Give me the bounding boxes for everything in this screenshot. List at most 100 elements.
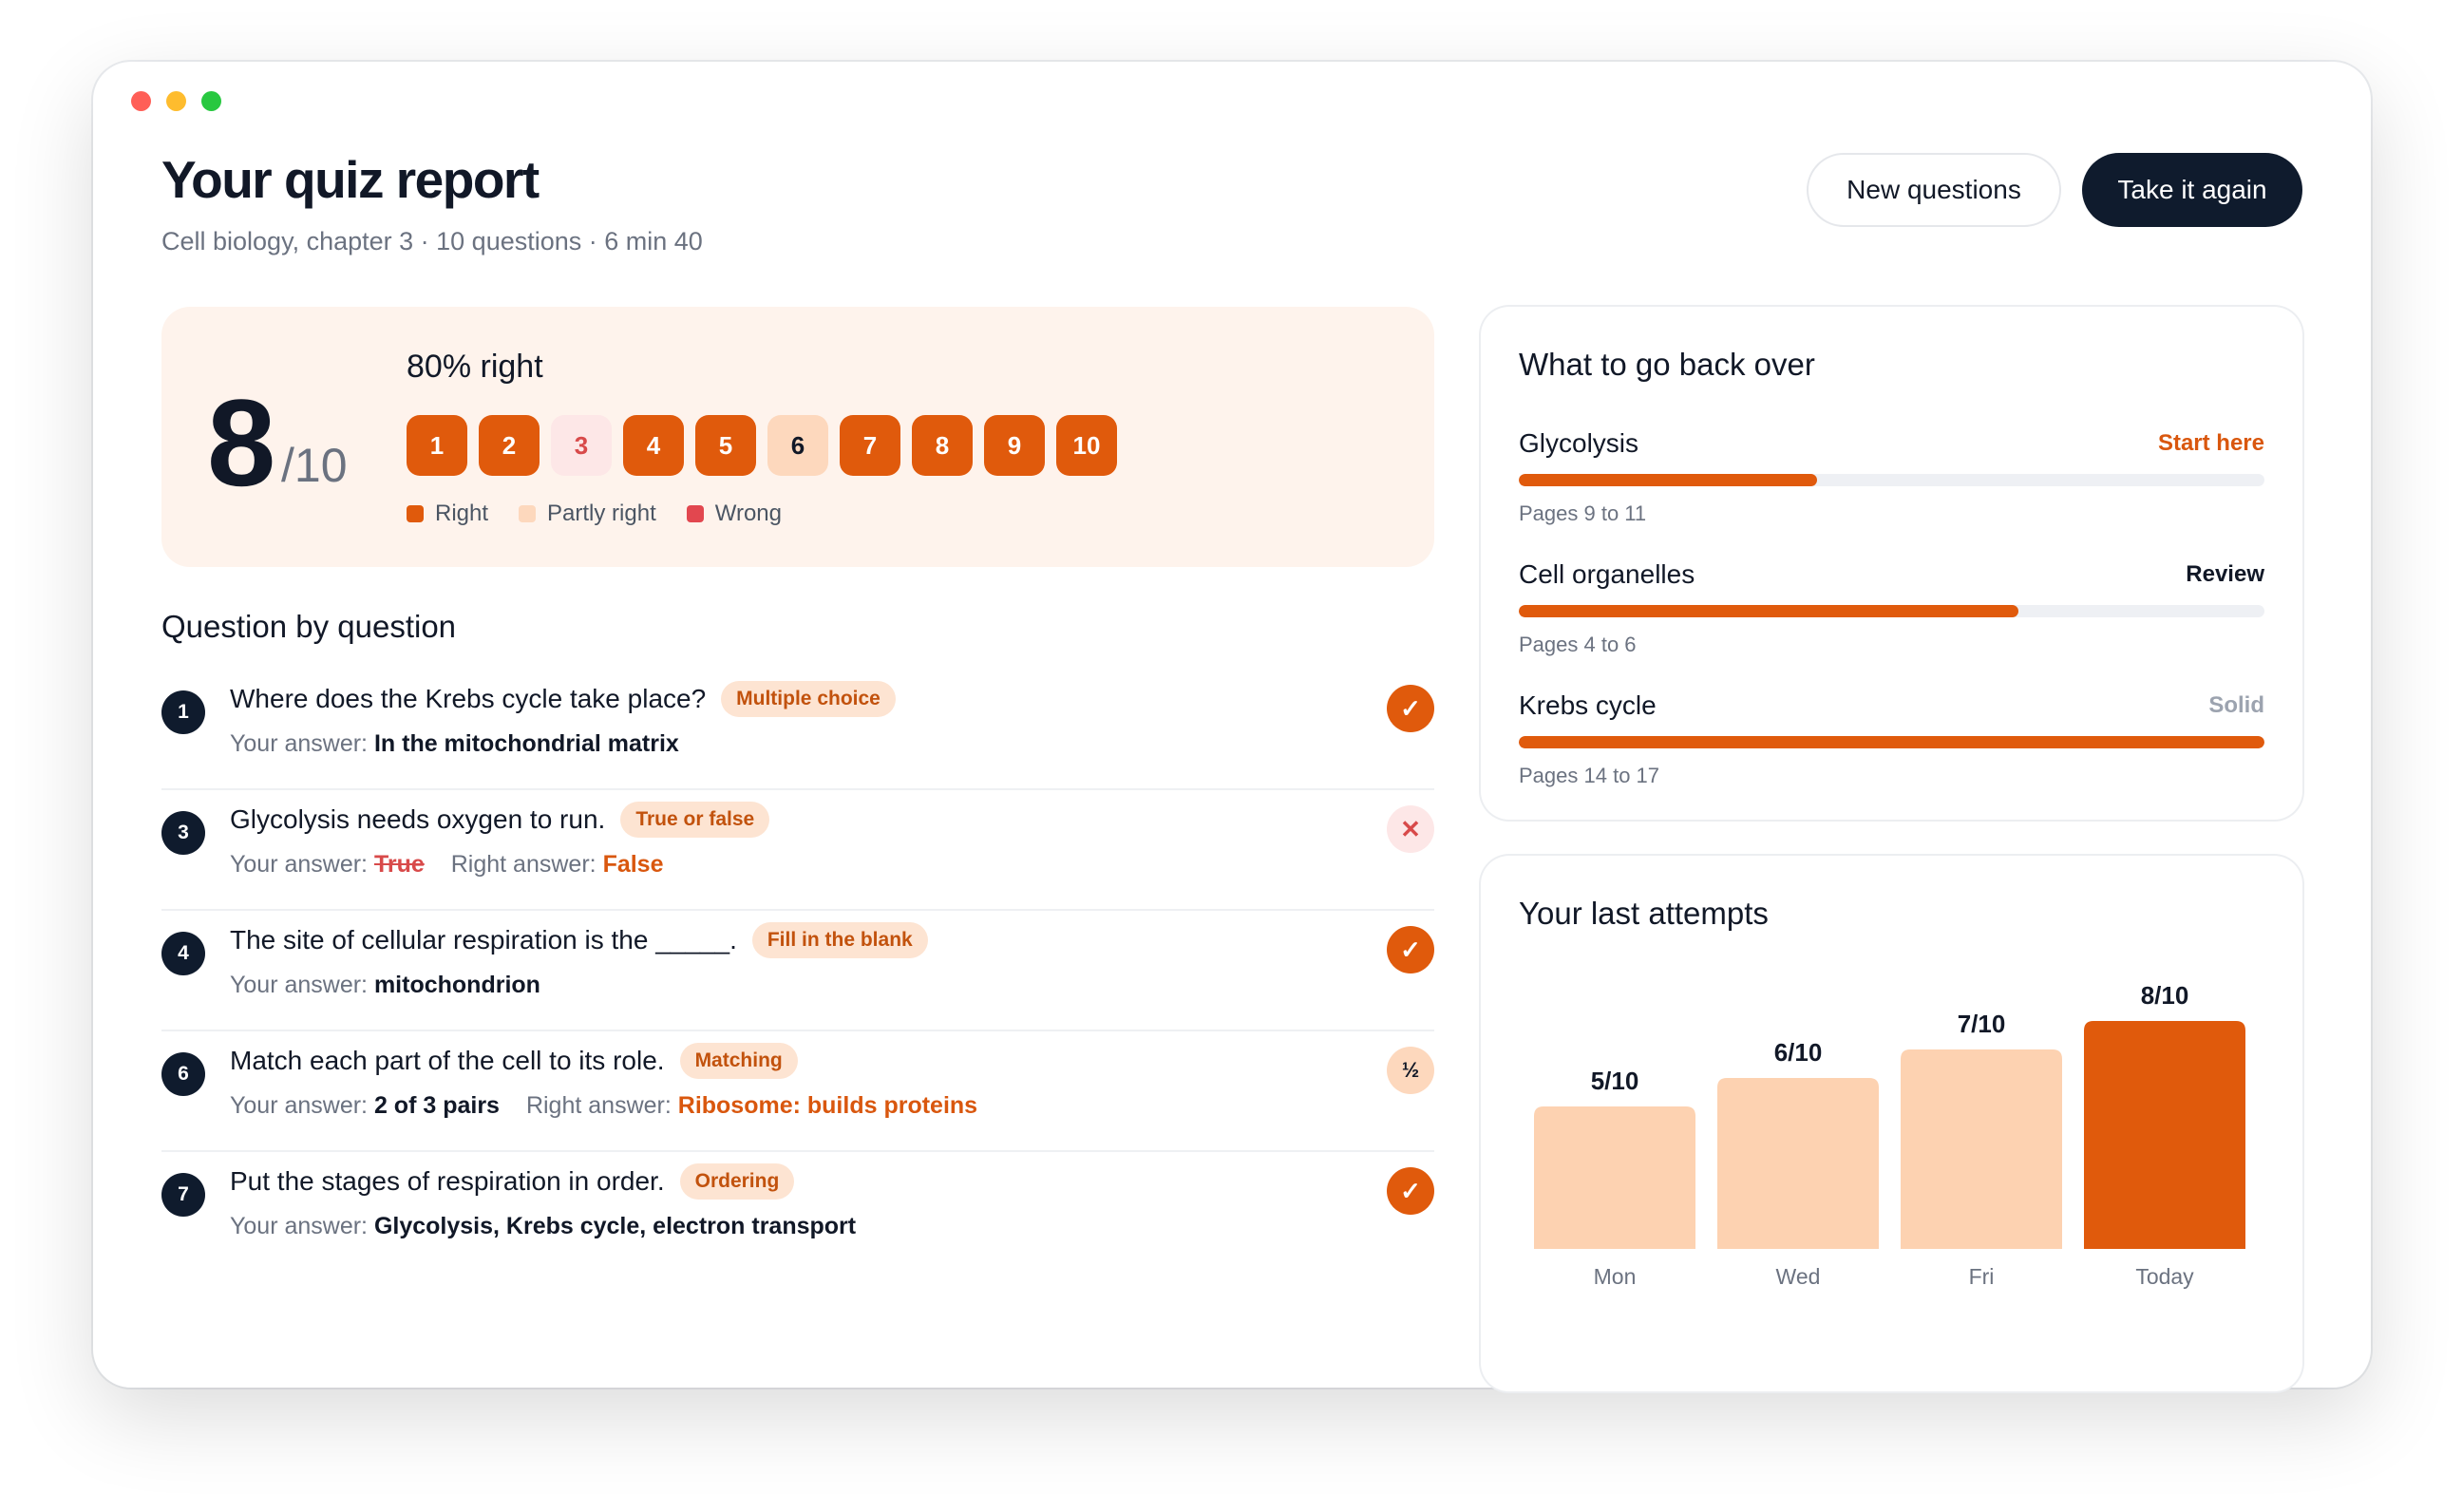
legend-partly: Partly right	[519, 501, 656, 527]
page-title: Your quiz report	[161, 150, 540, 209]
review-topic[interactable]: Krebs cycle Solid Pages 14 to 17	[1519, 687, 2264, 788]
attempt-category-label: Fri	[1969, 1264, 1995, 1289]
question-line: The site of cellular respiration is the …	[230, 922, 928, 958]
question-type-tag: Matching	[679, 1043, 798, 1079]
your-answer-label: Your answer:	[230, 1213, 368, 1239]
attempts-title: Your last attempts	[1519, 896, 1769, 931]
question-line: Glycolysis needs oxygen to run. True or f…	[230, 802, 770, 838]
topic-status[interactable]: Start here	[2157, 430, 2264, 456]
review-topic[interactable]: Glycolysis Start here Pages 9 to 11	[1519, 425, 2264, 526]
question-number: 1	[161, 690, 205, 734]
answer-line: Your answer: Glycolysis, Krebs cycle, el…	[230, 1213, 856, 1240]
topic-name: Cell organelles	[1519, 559, 1695, 589]
check-icon: ✓	[1387, 926, 1434, 973]
topic-name: Glycolysis	[1519, 428, 1639, 458]
question-row[interactable]: 3 Glycolysis needs oxygen to run. True or …	[161, 790, 1434, 911]
question-text: Match each part of the cell to its role.	[230, 1046, 665, 1075]
attempts-chart: 5/10 Mon 6/10 Wed 7/10 Fri 8/10 Today	[1534, 981, 2245, 1289]
question-chip-3[interactable]: 3	[551, 415, 612, 476]
question-chip-2[interactable]: 2	[479, 415, 540, 476]
attempt-category-label: Today	[2135, 1264, 2194, 1289]
question-row[interactable]: 6 Match each part of the cell to its role…	[161, 1031, 1434, 1152]
take-it-again-button[interactable]: Take it again	[2082, 153, 2302, 227]
minimize-window-button[interactable]	[166, 91, 186, 111]
right-answer-value: False	[602, 851, 664, 878]
question-section-title: Question by question	[161, 609, 457, 644]
legend-partly-swatch	[519, 505, 537, 522]
answer-line: Your answer: In the mitochondrial matrix	[230, 730, 679, 758]
question-text: Where does the Krebs cycle take place?	[230, 684, 707, 713]
your-answer-value: mitochondrion	[373, 972, 540, 998]
app-window: Your quiz report Cell biology, chapter 3…	[93, 62, 2371, 1391]
your-answer-value: Glycolysis, Krebs cycle, electron transp…	[373, 1213, 857, 1239]
question-chips: 1 2 3 4 5 6 7 8 9 10	[407, 415, 1117, 476]
attempt-bar-mon	[1534, 1106, 1695, 1249]
question-type-tag: Fill in the blank	[751, 922, 928, 958]
question-line: Match each part of the cell to its role.…	[230, 1043, 798, 1079]
question-chip-8[interactable]: 8	[912, 415, 973, 476]
question-chip-10[interactable]: 10	[1056, 415, 1117, 476]
legend-wrong-label: Wrong	[714, 501, 782, 526]
question-type-tag: True or false	[620, 802, 770, 838]
legend-wrong: Wrong	[686, 501, 782, 527]
attempt-value-label: 5/10	[1591, 1067, 1639, 1095]
new-questions-button[interactable]: New questions	[1807, 153, 2061, 227]
question-text: Put the stages of respiration in order.	[230, 1166, 665, 1196]
mastery-bar	[1519, 605, 2264, 617]
attempt-value-label: 8/10	[2141, 981, 2189, 1010]
answer-line: Your answer: 2 of 3 pairs Right answer: R…	[230, 1092, 977, 1120]
review-card: What to go back over Glycolysis Start her…	[1481, 307, 2302, 820]
your-answer-value: 2 of 3 pairs	[373, 1092, 500, 1119]
close-window-button[interactable]	[131, 91, 151, 111]
question-chip-5[interactable]: 5	[695, 415, 756, 476]
attempt-value-label: 6/10	[1774, 1038, 1823, 1067]
score-card: 8 /10 80% right 1 2 3 4 5 6 7 8 9 10 Right Partly…	[161, 307, 1434, 567]
attempt-bar-fri	[1901, 1049, 2062, 1249]
legend-right-swatch	[407, 505, 424, 522]
score-value: 8	[207, 373, 275, 512]
attempt-category-label: Wed	[1776, 1264, 1821, 1289]
check-icon: ✓	[1387, 1167, 1434, 1215]
page-subtitle: Cell biology, chapter 3 · 10 questions ·…	[161, 227, 703, 255]
score-percent: 80% right	[407, 349, 543, 385]
topic-pages: Pages 4 to 6	[1519, 633, 1637, 656]
question-number: 7	[161, 1173, 205, 1217]
question-chip-4[interactable]: 4	[623, 415, 684, 476]
window-controls	[131, 91, 221, 111]
mastery-bar-fill	[1519, 736, 2264, 748]
your-answer-label: Your answer:	[230, 851, 368, 878]
attempt-bar-wed	[1717, 1078, 1879, 1249]
answer-line: Your answer: True Right answer: False	[230, 851, 664, 879]
question-line: Put the stages of respiration in order. O…	[230, 1163, 795, 1200]
question-list: 1 Where does the Krebs cycle take place? M…	[161, 670, 1434, 1271]
question-row[interactable]: 1 Where does the Krebs cycle take place? M…	[161, 670, 1434, 790]
right-answer-label: Right answer:	[525, 1092, 672, 1119]
review-topic[interactable]: Cell organelles Review Pages 4 to 6	[1519, 556, 2264, 657]
question-row[interactable]: 7 Put the stages of respiration in order.…	[161, 1152, 1434, 1271]
right-answer-value: Ribosome: builds proteins	[677, 1092, 978, 1119]
right-answer-label: Right answer:	[450, 851, 597, 878]
question-text: The site of cellular respiration is the …	[230, 925, 737, 954]
attempt-bar-today	[2084, 1021, 2245, 1249]
legend-right-label: Right	[435, 501, 489, 526]
question-number: 4	[161, 932, 205, 975]
question-chip-7[interactable]: 7	[840, 415, 900, 476]
topic-status: Review	[2186, 561, 2264, 587]
question-text: Glycolysis needs oxygen to run.	[230, 804, 606, 834]
question-line: Where does the Krebs cycle take place? Mu…	[230, 681, 896, 717]
legend-right: Right	[407, 501, 488, 527]
question-number: 6	[161, 1052, 205, 1096]
your-answer-value: True	[373, 851, 425, 878]
question-chip-9[interactable]: 9	[984, 415, 1045, 476]
legend-wrong-swatch	[686, 505, 704, 522]
question-row[interactable]: 4 The site of cellular respiration is the…	[161, 911, 1434, 1031]
your-answer-label: Your answer:	[230, 1092, 368, 1119]
question-chip-1[interactable]: 1	[407, 415, 467, 476]
mastery-bar-fill	[1519, 605, 2018, 617]
legend-partly-label: Partly right	[547, 501, 656, 526]
mastery-bar	[1519, 474, 2264, 486]
answer-line: Your answer: mitochondrion	[230, 972, 540, 999]
maximize-window-button[interactable]	[201, 91, 221, 111]
question-type-tag: Multiple choice	[721, 681, 896, 717]
question-chip-6[interactable]: 6	[767, 415, 828, 476]
